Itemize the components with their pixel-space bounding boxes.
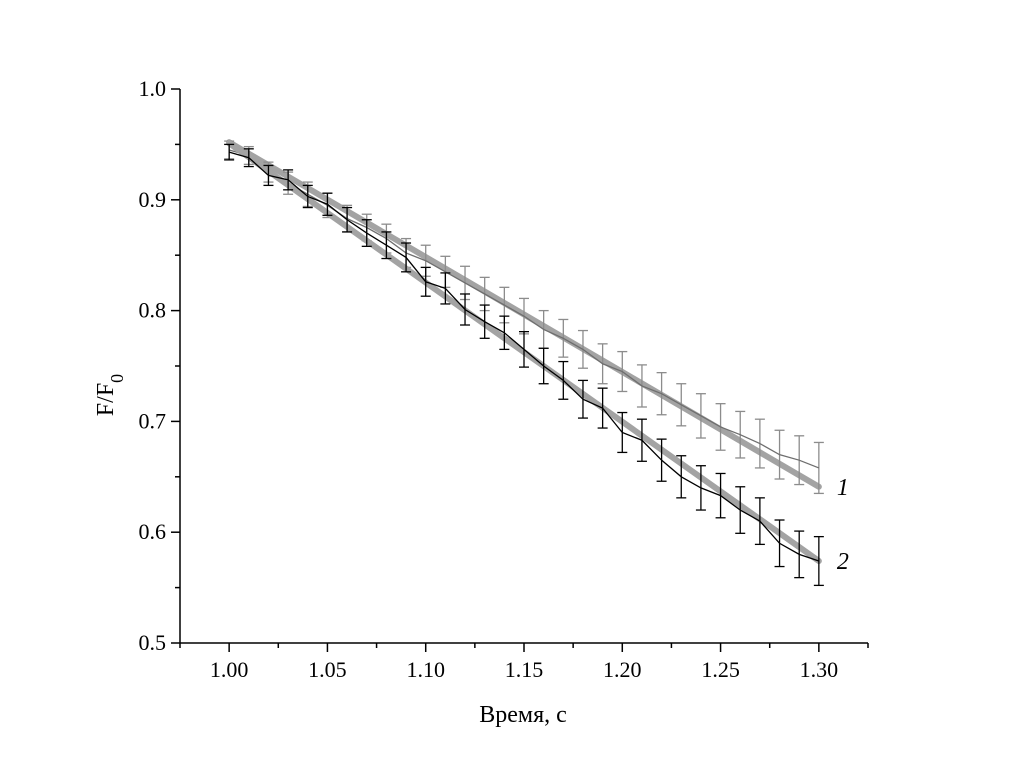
curve-labels: 12 [837, 475, 849, 575]
series-2 [224, 140, 824, 587]
x-tick-label: 1.15 [505, 657, 544, 682]
y-axis-title-base: F/F [93, 383, 119, 416]
curve-label-1: 1 [837, 475, 849, 501]
y-tick-label: 0.5 [139, 630, 167, 655]
y-tick-label: 0.9 [139, 187, 167, 212]
y-axis-title: F/F0 [93, 374, 127, 416]
y-tick-label: 0.6 [139, 519, 167, 544]
x-tick-label: 1.20 [603, 657, 642, 682]
x-tick-label: 1.25 [701, 657, 740, 682]
x-tick-label: 1.10 [406, 657, 445, 682]
curve-label-2: 2 [837, 549, 849, 575]
y-tick-label: 0.8 [139, 298, 167, 323]
y-axis: 0.5 0.6 0.7 0.8 0.9 1.0 [139, 76, 181, 655]
x-tick-label: 1.00 [210, 657, 249, 682]
x-tick-label: 1.30 [800, 657, 839, 682]
x-tick-label: 1.05 [308, 657, 347, 682]
series-1 [224, 139, 824, 495]
x-axis-title: Время, с [479, 702, 567, 728]
y-tick-label: 0.7 [139, 408, 167, 433]
y-tick-label: 1.0 [139, 76, 167, 101]
series-line [228, 151, 820, 562]
plot-area [224, 139, 824, 587]
y-axis-title-subscript: 0 [107, 374, 127, 383]
x-axis: 1.00 1.05 1.10 1.15 1.20 1.25 1.30 [179, 642, 869, 682]
